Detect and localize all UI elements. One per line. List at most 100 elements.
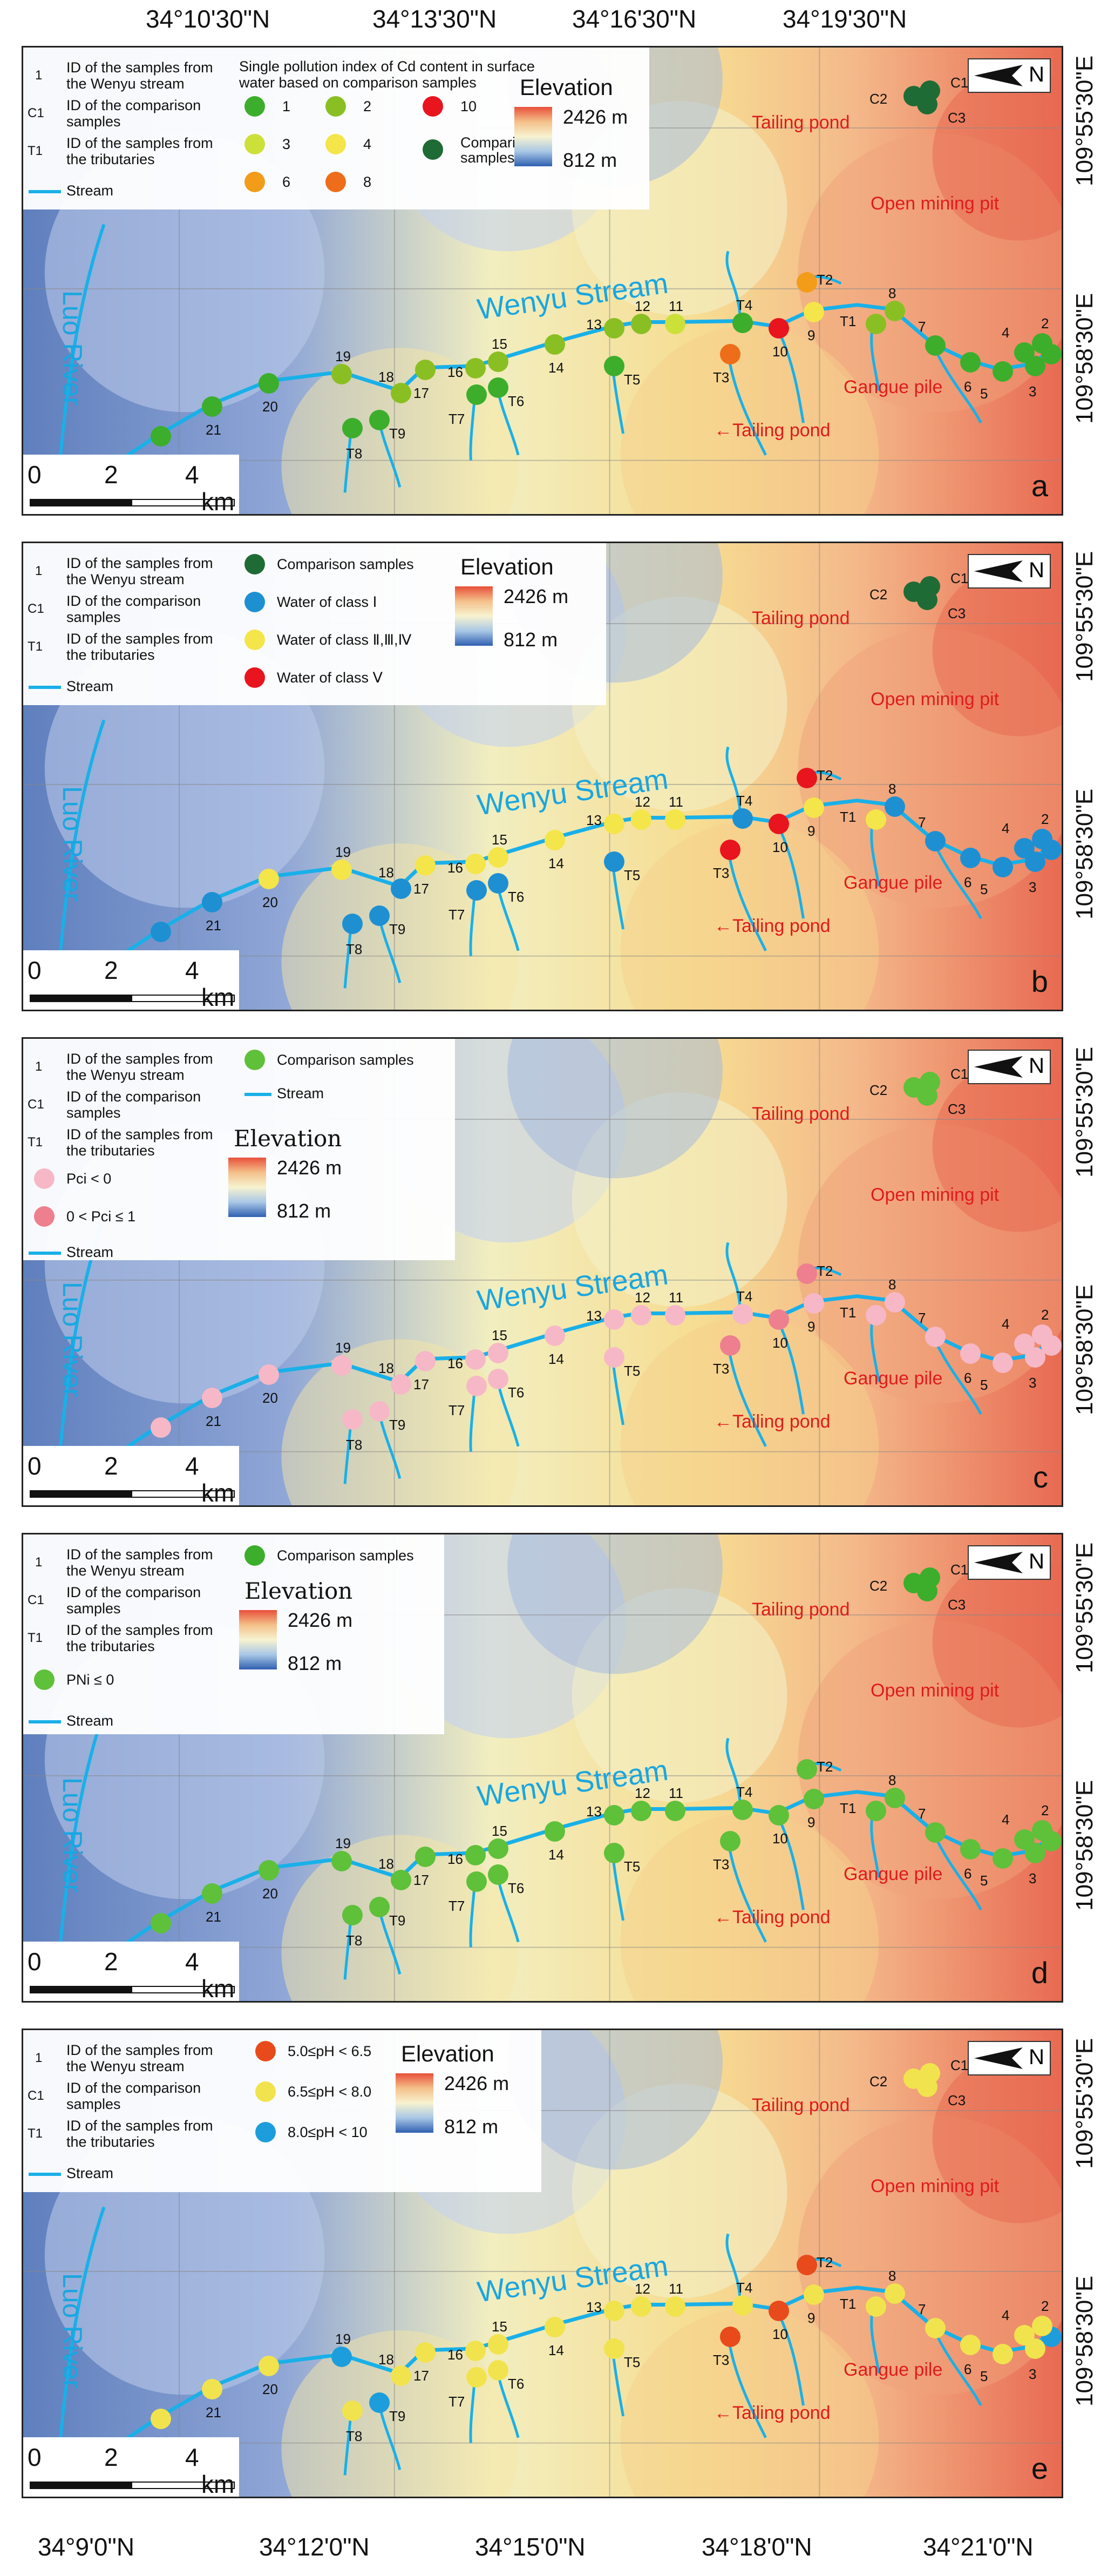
sample-12 bbox=[631, 809, 651, 830]
lon-label: 109°55'30"E bbox=[1071, 1542, 1098, 1673]
sample-17 bbox=[415, 2342, 436, 2363]
sample-17 bbox=[415, 360, 436, 380]
gangue-pile-label: Gangue pile bbox=[844, 377, 943, 397]
sample-16 bbox=[465, 358, 486, 378]
sample-label: 20 bbox=[262, 398, 278, 415]
legend-item-label: 8.0≤pH < 10 bbox=[288, 2124, 368, 2140]
sample-T2 bbox=[797, 1759, 817, 1780]
sample-label: 16 bbox=[447, 860, 463, 876]
sample-label: 10 bbox=[772, 343, 788, 360]
legend-sym: 1 bbox=[35, 1059, 43, 1074]
sample-label: 11 bbox=[669, 794, 683, 810]
legend-item-label: 1 bbox=[282, 98, 291, 114]
sample-label: T2 bbox=[817, 272, 833, 288]
lon-label: 109°58'30"E bbox=[1071, 1284, 1098, 1415]
sample-T1 bbox=[866, 1801, 886, 1821]
sample-T5 bbox=[604, 356, 624, 376]
legend-swatch bbox=[244, 630, 265, 650]
scale-bar-graphic bbox=[30, 2482, 235, 2489]
legend-title: Single pollution index of Cd content in … bbox=[239, 58, 535, 91]
sample-T1 bbox=[866, 314, 886, 334]
sample-T7 bbox=[466, 2367, 487, 2388]
sample-label: T4 bbox=[736, 2280, 753, 2296]
tailing-pond-label: ←Tailing pond bbox=[714, 420, 831, 441]
sample-T5 bbox=[604, 851, 624, 872]
legend: 1 ID of the samples from the Wenyu stream… bbox=[23, 48, 649, 209]
sample-label: 4 bbox=[1002, 1811, 1010, 1828]
sample-C3 bbox=[917, 590, 937, 610]
north-arrow: N bbox=[968, 1545, 1051, 1580]
sample-label: 15 bbox=[492, 336, 507, 352]
legend-swatch bbox=[244, 1050, 265, 1070]
tributary-line bbox=[725, 2233, 742, 2304]
sample-T8 bbox=[342, 418, 363, 438]
sample-label: T5 bbox=[624, 1858, 641, 1875]
sample-T6 bbox=[488, 377, 508, 398]
sample-5 bbox=[993, 2344, 1013, 2364]
sample-19 bbox=[331, 1355, 352, 1376]
scale-2: 2 bbox=[104, 1452, 118, 1480]
sample-label: 2 bbox=[1041, 811, 1049, 827]
scale-4: 4 bbox=[185, 1948, 199, 1976]
sample-label: 3 bbox=[1029, 879, 1037, 895]
sample-21 bbox=[202, 1883, 222, 1904]
sample-label: T8 bbox=[346, 2428, 363, 2444]
elevation-title: Elevation bbox=[244, 1578, 353, 1604]
sample-T8 bbox=[342, 1905, 363, 1925]
sample-22 bbox=[151, 922, 171, 942]
lat-label: 34°15'0"N bbox=[475, 2533, 586, 2561]
sample-label: T1 bbox=[840, 1304, 857, 1321]
sample-19 bbox=[331, 860, 352, 880]
scale-0: 0 bbox=[28, 461, 42, 489]
luo-river-label: Luo River bbox=[57, 2273, 87, 2389]
sample-19 bbox=[331, 364, 352, 384]
elevation-high: 2426 m bbox=[277, 1157, 342, 1179]
sample-label: T9 bbox=[389, 921, 406, 937]
sample-label: 4 bbox=[1002, 324, 1010, 341]
tailing-pond-label: ←Tailing pond bbox=[714, 916, 831, 936]
lon-label: 109°58'30"E bbox=[1071, 293, 1098, 424]
sample-7 bbox=[925, 1822, 946, 1843]
sample-18 bbox=[391, 383, 411, 403]
sample-9 bbox=[804, 302, 824, 322]
sample-T3 bbox=[720, 1335, 740, 1356]
legend-item-label: Pci < 0 bbox=[66, 1171, 112, 1187]
scale-km: km bbox=[201, 488, 235, 516]
elevation-low: 812 m bbox=[277, 1200, 331, 1222]
sample-19 bbox=[331, 1851, 352, 1871]
sample-label: 18 bbox=[378, 2351, 394, 2368]
sample-label: 14 bbox=[548, 1847, 564, 1863]
legend-item-label: Water of class Ⅰ bbox=[277, 594, 377, 610]
legend-sym: T1 bbox=[28, 1135, 43, 1150]
sample-label: 19 bbox=[335, 844, 351, 860]
sample-label: 9 bbox=[807, 2310, 815, 2326]
legend-stream-line bbox=[29, 686, 61, 689]
legend-swatch bbox=[244, 592, 265, 612]
sample-5 bbox=[993, 1848, 1013, 1869]
lat-label: 34°9'0"N bbox=[38, 2533, 135, 2561]
luo-river-label: Luo River bbox=[57, 786, 87, 902]
sample-11 bbox=[665, 314, 685, 334]
sample-label: 5 bbox=[980, 881, 988, 897]
sample-T1 bbox=[866, 1305, 886, 1326]
sample-T8 bbox=[342, 914, 363, 934]
sample-label: C1 bbox=[950, 1561, 969, 1578]
lat-label: 34°16'30"N bbox=[572, 5, 697, 33]
north-label: N bbox=[1029, 1550, 1044, 1573]
sample-label: T9 bbox=[389, 1912, 406, 1929]
scale-bar: 0 2 4 km bbox=[23, 2437, 239, 2497]
north-arrow: N bbox=[968, 1050, 1051, 1084]
legend-wenyu: ID of the samples from the Wenyu stream bbox=[66, 1051, 213, 1083]
tributary-line bbox=[726, 351, 767, 456]
legend-swatch bbox=[244, 554, 265, 574]
north-arrow-icon bbox=[974, 560, 1023, 582]
elevation-title: Elevation bbox=[460, 554, 554, 579]
elevation-low: 812 m bbox=[504, 628, 558, 651]
gangue-pile-label: Gangue pile bbox=[844, 2359, 943, 2380]
sample-label: T4 bbox=[736, 1288, 753, 1304]
sample-label: 15 bbox=[492, 2318, 507, 2335]
sample-T6 bbox=[488, 2360, 508, 2381]
sample-13 bbox=[604, 318, 624, 339]
sample-T6 bbox=[488, 1369, 508, 1389]
sample-label: 4 bbox=[1002, 820, 1010, 836]
